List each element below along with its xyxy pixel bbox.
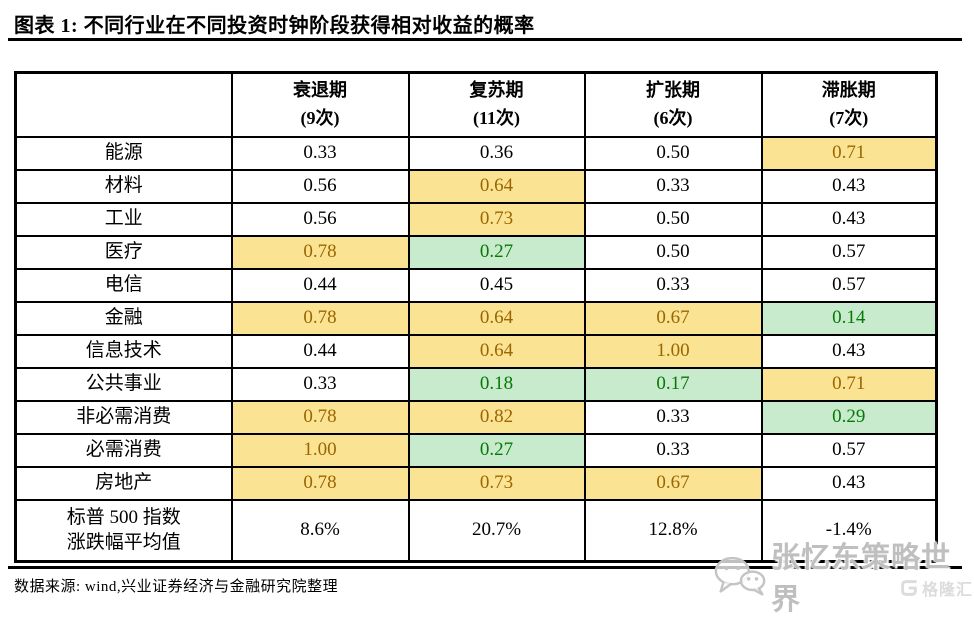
gelonghui-watermark: 格隆汇 (899, 576, 973, 600)
probability-cell: 0.33 (583, 168, 763, 204)
probability-cell: 0.44 (230, 333, 410, 369)
table-row: 标普 500 指数 涨跌幅平均值 8.6% 20.7% 12.8% -1.4% (14, 498, 938, 563)
probability-cell: 0.78 (230, 465, 410, 501)
probability-cell: 0.43 (760, 201, 938, 237)
gelonghui-logo-text: 格隆汇 (922, 582, 974, 599)
probability-cell: 0.33 (230, 366, 410, 402)
table-header: 衰退期 (9次) 复苏期 (11次) 扩张期 (6次) 滞胀期 (7次) (14, 71, 938, 138)
title-divider (8, 38, 962, 41)
table-body: 能源 0.33 0.36 0.50 0.71 材料 0.56 0.64 0.33 0.43 工业 0.… (14, 135, 938, 563)
probability-cell: 0.64 (407, 168, 586, 204)
probability-cell: 0.33 (583, 399, 763, 435)
industry-label: 电信 (14, 267, 233, 303)
probability-cell: 0.44 (230, 267, 410, 303)
probability-cell: 20.7% (407, 498, 586, 563)
probability-cell: 0.17 (583, 366, 763, 402)
table-row: 信息技术 0.44 0.64 1.00 0.43 (14, 333, 938, 369)
probability-cell: 0.50 (583, 234, 763, 270)
probability-cell: 12.8% (583, 498, 763, 563)
probability-cell: 0.50 (583, 201, 763, 237)
probability-cell: 0.27 (407, 234, 586, 270)
industry-label: 金融 (14, 300, 233, 336)
probability-cell: 0.71 (760, 366, 938, 402)
gelonghui-logo-icon (901, 580, 917, 596)
probability-cell: 0.43 (760, 333, 938, 369)
probability-cell: 0.71 (760, 135, 938, 171)
header-row: 衰退期 (9次) 复苏期 (11次) 扩张期 (6次) 滞胀期 (7次) (14, 71, 938, 138)
industry-label: 材料 (14, 168, 233, 204)
industry-label: 必需消费 (14, 432, 233, 468)
probability-cell: 0.64 (407, 300, 586, 336)
table-row: 电信 0.44 0.45 0.33 0.57 (14, 267, 938, 303)
probability-cell: 0.33 (583, 267, 763, 303)
phase-header: 衰退期 (9次) (230, 71, 410, 138)
probability-cell: 0.14 (760, 300, 938, 336)
probability-cell: 0.56 (230, 201, 410, 237)
data-source-note: 数据来源: wind,兴业证券经济与金融研究院整理 (14, 579, 339, 595)
phase-header: 扩张期 (6次) (583, 71, 763, 138)
probability-cell: 0.67 (583, 465, 763, 501)
probability-cell: 0.78 (230, 234, 410, 270)
probability-cell: 0.43 (760, 168, 938, 204)
probability-cell: 0.57 (760, 234, 938, 270)
probability-cell: 1.00 (583, 333, 763, 369)
bottom-divider (8, 566, 962, 569)
industry-label: 标普 500 指数 涨跌幅平均值 (14, 498, 233, 563)
industry-label: 房地产 (14, 465, 233, 501)
table-row: 材料 0.56 0.64 0.33 0.43 (14, 168, 938, 204)
phase-header: 滞胀期 (7次) (760, 71, 938, 138)
table-row: 房地产 0.78 0.73 0.67 0.43 (14, 465, 938, 501)
industry-label: 医疗 (14, 234, 233, 270)
probability-table: 衰退期 (9次) 复苏期 (11次) 扩张期 (6次) 滞胀期 (7次) 能源 0.33 0.36… (14, 71, 938, 563)
probability-cell: 0.18 (407, 366, 586, 402)
probability-cell: 0.73 (407, 201, 586, 237)
table-row: 工业 0.56 0.73 0.50 0.43 (14, 201, 938, 237)
probability-cell: 0.45 (407, 267, 586, 303)
probability-cell: 0.29 (760, 399, 938, 435)
probability-cell: 0.78 (230, 300, 410, 336)
industry-label: 公共事业 (14, 366, 233, 402)
industry-label: 非必需消费 (14, 399, 233, 435)
probability-cell: 0.50 (583, 135, 763, 171)
table-row: 能源 0.33 0.36 0.50 0.71 (14, 135, 938, 171)
probability-cell: 0.36 (407, 135, 586, 171)
probability-cell: 0.78 (230, 399, 410, 435)
table-row: 金融 0.78 0.64 0.67 0.14 (14, 300, 938, 336)
corner-cell (14, 71, 233, 138)
probability-cell: 0.67 (583, 300, 763, 336)
probability-cell: 0.56 (230, 168, 410, 204)
table-row: 公共事业 0.33 0.18 0.17 0.71 (14, 366, 938, 402)
probability-cell: 0.27 (407, 432, 586, 468)
industry-label: 工业 (14, 201, 233, 237)
phase-header: 复苏期 (11次) (407, 71, 586, 138)
probability-cell: 0.73 (407, 465, 586, 501)
probability-cell: 0.82 (407, 399, 586, 435)
probability-cell: 0.33 (583, 432, 763, 468)
figure-title: 图表 1: 不同行业在不同投资时钟阶段获得相对收益的概率 (14, 15, 535, 37)
table-row: 非必需消费 0.78 0.82 0.33 0.29 (14, 399, 938, 435)
probability-cell: -1.4% (760, 498, 938, 563)
industry-label: 能源 (14, 135, 233, 171)
probability-cell: 0.43 (760, 465, 938, 501)
table-row: 医疗 0.78 0.27 0.50 0.57 (14, 234, 938, 270)
probability-cell: 0.33 (230, 135, 410, 171)
industry-label: 信息技术 (14, 333, 233, 369)
probability-cell: 8.6% (230, 498, 410, 563)
probability-cell: 0.57 (760, 267, 938, 303)
probability-cell: 1.00 (230, 432, 410, 468)
probability-cell: 0.57 (760, 432, 938, 468)
probability-cell: 0.64 (407, 333, 586, 369)
table-row: 必需消费 1.00 0.27 0.33 0.57 (14, 432, 938, 468)
